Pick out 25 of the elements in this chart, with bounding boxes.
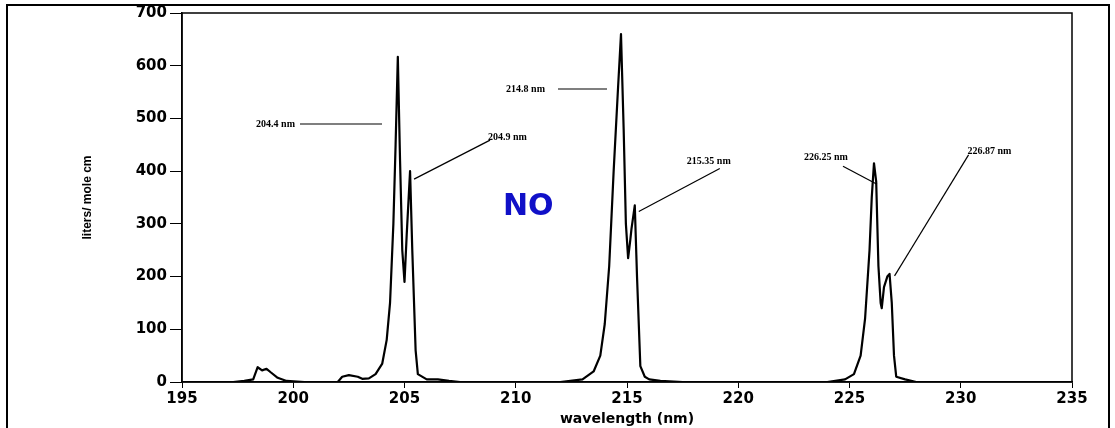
annotation: 226.87 nm	[967, 144, 1013, 156]
x-axis-title: wavelength (nm)	[559, 410, 695, 427]
annotation: 204.4 nm	[256, 117, 296, 129]
y-tick-label: 100	[135, 319, 167, 338]
text: NO	[502, 186, 554, 222]
x-tick-label: 210	[500, 388, 532, 407]
annotation: 226.25 nm	[804, 150, 849, 162]
x-tick-label: 205	[388, 388, 421, 407]
x-tick-label: 225	[833, 388, 866, 407]
annotation: 215.35 nm	[686, 154, 732, 166]
y-axis-title: liters/ mole cm	[79, 155, 94, 240]
y-tick-label: 300	[135, 213, 167, 232]
x-tick-label: 195	[166, 388, 198, 407]
annotation: 214.8 nm	[506, 82, 546, 94]
x-tick-label: 235	[1056, 388, 1088, 407]
annotation: 204.9 nm	[488, 130, 528, 142]
y-tick-label: 600	[135, 55, 167, 74]
y-tick-label: 400	[135, 161, 167, 180]
x-tick-label: 220	[722, 388, 754, 407]
y-tick-label: 500	[135, 108, 167, 127]
x-tick-label: 215	[611, 388, 643, 407]
y-tick-label: 0	[156, 371, 167, 390]
x-tick-label: 230	[945, 388, 977, 407]
x-tick-label: 200	[277, 388, 309, 407]
y-tick-label: 200	[135, 266, 167, 285]
